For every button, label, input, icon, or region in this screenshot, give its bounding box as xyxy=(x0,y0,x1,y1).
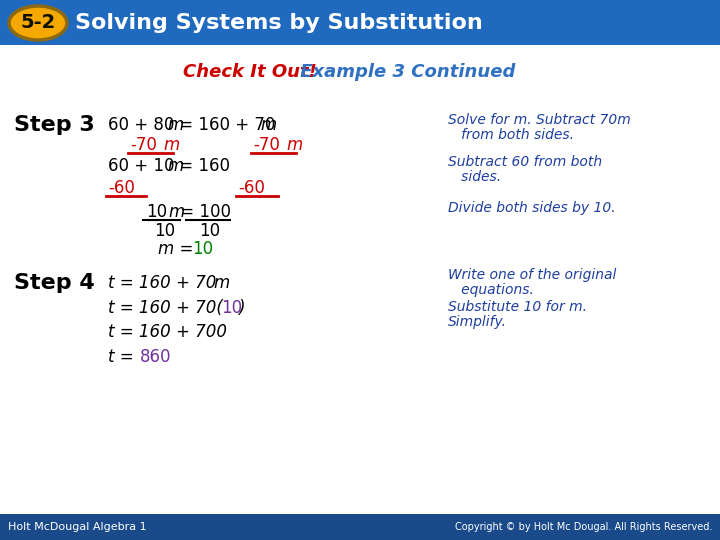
Text: m: m xyxy=(168,203,184,221)
Text: Holt McDougal Algebra 1: Holt McDougal Algebra 1 xyxy=(8,522,147,532)
Text: Step 3: Step 3 xyxy=(14,115,95,135)
Text: 5-2: 5-2 xyxy=(20,14,55,32)
Text: Copyright © by Holt Mc Dougal. All Rights Reserved.: Copyright © by Holt Mc Dougal. All Right… xyxy=(454,522,712,532)
Text: Simplify.: Simplify. xyxy=(448,315,507,329)
Text: m: m xyxy=(167,157,184,175)
Text: t =: t = xyxy=(108,348,139,366)
Text: 60 + 80: 60 + 80 xyxy=(108,116,174,134)
Text: t = 160 + 70(: t = 160 + 70( xyxy=(108,299,223,317)
Ellipse shape xyxy=(9,6,67,40)
Text: m: m xyxy=(167,116,184,134)
Text: m: m xyxy=(213,274,229,292)
Text: from both sides.: from both sides. xyxy=(448,128,574,142)
Text: -70: -70 xyxy=(253,136,280,154)
Text: Divide both sides by 10.: Divide both sides by 10. xyxy=(448,201,616,215)
Text: 10: 10 xyxy=(192,240,213,258)
FancyBboxPatch shape xyxy=(0,0,720,45)
Text: 10: 10 xyxy=(154,222,175,240)
Text: ): ) xyxy=(238,299,245,317)
Text: m: m xyxy=(286,136,302,154)
Text: Solving Systems by Substitution: Solving Systems by Substitution xyxy=(75,13,482,33)
Text: = 160: = 160 xyxy=(174,157,230,175)
Text: 10: 10 xyxy=(146,203,167,221)
Text: m: m xyxy=(163,136,179,154)
Text: 860: 860 xyxy=(140,348,171,366)
Text: Example 3 Continued: Example 3 Continued xyxy=(294,63,516,81)
Text: t = 160 + 70: t = 160 + 70 xyxy=(108,274,217,292)
Text: sides.: sides. xyxy=(448,170,501,184)
Text: t = 160 + 700: t = 160 + 700 xyxy=(108,323,227,341)
Text: m: m xyxy=(260,116,276,134)
Text: -60: -60 xyxy=(108,179,135,197)
Text: m =: m = xyxy=(158,240,199,258)
Text: -60: -60 xyxy=(238,179,265,197)
FancyBboxPatch shape xyxy=(0,514,720,540)
Text: equations.: equations. xyxy=(448,283,534,297)
Text: Subtract 60 from both: Subtract 60 from both xyxy=(448,155,602,169)
Text: 60 + 10: 60 + 10 xyxy=(108,157,174,175)
Text: Write one of the original: Write one of the original xyxy=(448,268,616,282)
Text: -70: -70 xyxy=(130,136,157,154)
Text: = 100: = 100 xyxy=(175,203,231,221)
Text: Step 4: Step 4 xyxy=(14,273,95,293)
Text: Solve for m. Subtract 70m: Solve for m. Subtract 70m xyxy=(448,113,631,127)
Text: = 160 + 70: = 160 + 70 xyxy=(174,116,275,134)
Text: 10: 10 xyxy=(199,222,220,240)
Text: Check It Out!: Check It Out! xyxy=(183,63,317,81)
Text: 10: 10 xyxy=(221,299,242,317)
FancyBboxPatch shape xyxy=(0,45,720,514)
Text: Substitute 10 for m.: Substitute 10 for m. xyxy=(448,300,587,314)
